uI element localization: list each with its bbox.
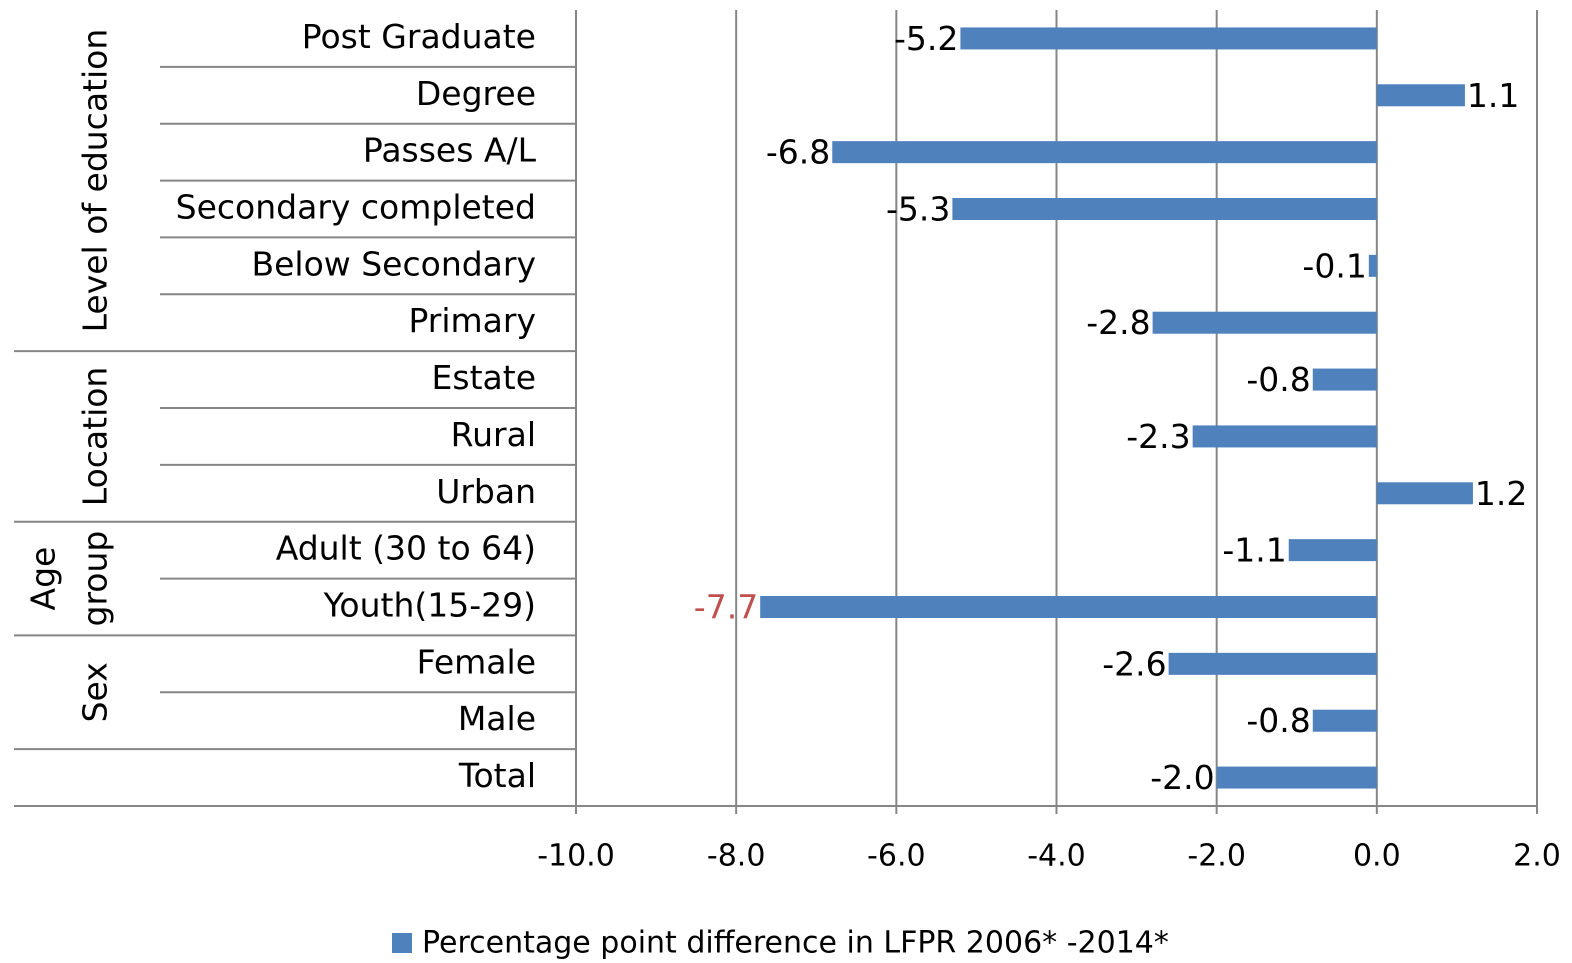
- value-label: 1.1: [1467, 76, 1519, 115]
- x-tick-label: 0.0: [1353, 839, 1401, 874]
- x-tick-label: -2.0: [1187, 839, 1246, 874]
- category-label: Passes A/L: [363, 131, 537, 170]
- value-label: -2.6: [1102, 644, 1166, 683]
- bar: [1376, 84, 1465, 107]
- x-tick-label: -10.0: [537, 839, 615, 874]
- x-tick-label: -6.0: [867, 839, 926, 874]
- x-tick-label: -4.0: [1027, 839, 1086, 874]
- group-label: Level of education: [76, 29, 115, 333]
- value-label: -0.1: [1302, 246, 1366, 285]
- legend-swatch: [392, 933, 412, 953]
- bar: [1368, 254, 1377, 277]
- bar: [1168, 652, 1377, 675]
- bar: [1192, 425, 1377, 448]
- value-label: -2.0: [1150, 758, 1214, 797]
- category-label: Degree: [416, 74, 536, 113]
- bar: [1288, 539, 1377, 562]
- x-tick-label: 2.0: [1513, 839, 1561, 874]
- value-label: -2.3: [1126, 417, 1190, 456]
- category-label: Male: [458, 699, 536, 738]
- category-label: Below Secondary: [251, 244, 536, 283]
- category-label: Estate: [432, 358, 536, 397]
- category-label: Youth(15-29): [323, 586, 536, 625]
- value-label: -0.8: [1246, 701, 1310, 740]
- bar: [760, 596, 1377, 618]
- bar: [952, 198, 1377, 220]
- value-label: -1.1: [1222, 531, 1286, 570]
- value-label: -5.2: [894, 19, 958, 58]
- bar: [832, 141, 1377, 164]
- group-label: Age: [24, 547, 63, 611]
- value-label: -7.7: [694, 588, 758, 627]
- category-label: Secondary completed: [176, 188, 536, 227]
- bar: [1312, 709, 1377, 732]
- value-label: 1.2: [1475, 474, 1527, 513]
- value-label: -0.8: [1246, 360, 1310, 399]
- category-label: Urban: [436, 472, 536, 511]
- category-label: Rural: [451, 415, 536, 454]
- group-label: group: [76, 531, 115, 627]
- group-label: Location: [76, 367, 115, 507]
- value-label: -5.3: [886, 190, 950, 229]
- category-label: Post Graduate: [302, 17, 536, 56]
- x-tick-label: -8.0: [707, 839, 766, 874]
- category-label: Total: [458, 756, 536, 795]
- bar: [1216, 766, 1377, 789]
- category-label: Adult (30 to 64): [276, 529, 536, 568]
- value-label: -2.8: [1086, 303, 1150, 342]
- group-label: Sex: [76, 662, 115, 722]
- legend-label: Percentage point difference in LFPR 2006…: [422, 926, 1169, 961]
- value-label: -6.8: [766, 133, 830, 172]
- category-label: Primary: [408, 301, 536, 340]
- bar: [1312, 368, 1377, 391]
- bar: [1152, 311, 1377, 334]
- category-label: Female: [417, 642, 536, 681]
- bar: [960, 27, 1377, 50]
- bar: [1376, 482, 1473, 505]
